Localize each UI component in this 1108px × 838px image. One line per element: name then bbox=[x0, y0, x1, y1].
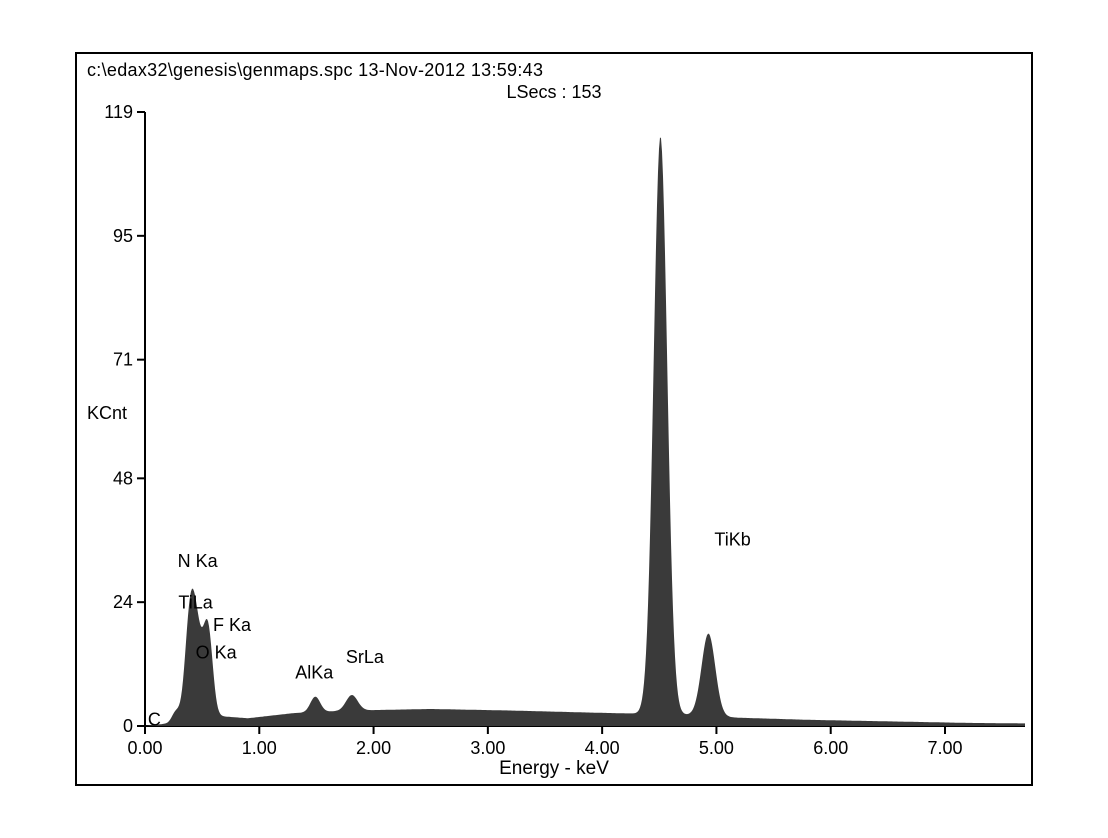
svg-text:7.00: 7.00 bbox=[927, 738, 962, 758]
svg-text:5.00: 5.00 bbox=[699, 738, 734, 758]
peak-label-SrLa: SrLa bbox=[346, 647, 385, 667]
svg-text:1.00: 1.00 bbox=[242, 738, 277, 758]
chart-frame: c:\edax32\genesis\genmaps.spc 13-Nov-201… bbox=[75, 52, 1033, 786]
peak-label-C: C bbox=[148, 710, 161, 730]
x-axis-title: Energy - keV bbox=[77, 758, 1031, 780]
svg-text:0.00: 0.00 bbox=[127, 738, 162, 758]
svg-text:6.00: 6.00 bbox=[813, 738, 848, 758]
svg-text:KCnt: KCnt bbox=[87, 403, 127, 423]
svg-text:119: 119 bbox=[104, 102, 133, 122]
peak-label-AlKa: AlKa bbox=[295, 663, 334, 683]
peak-label-OKa: O Ka bbox=[196, 643, 238, 663]
svg-text:71: 71 bbox=[113, 350, 133, 370]
svg-text:24: 24 bbox=[113, 592, 133, 612]
peak-label-TiLa: TiLa bbox=[178, 592, 213, 612]
svg-text:3.00: 3.00 bbox=[470, 738, 505, 758]
plot-container: c:\edax32\genesis\genmaps.spc 13-Nov-201… bbox=[77, 54, 1031, 784]
peak-label-NKa: N Ka bbox=[178, 551, 219, 571]
spectrum-plot: 0.00 1.00 2.00 3.00 4.00 5.00 6.00 7.00 0 24 48 71 9… bbox=[77, 54, 1031, 784]
peak-label-TiKb: TiKb bbox=[714, 530, 750, 550]
svg-text:0: 0 bbox=[123, 716, 133, 736]
svg-text:2.00: 2.00 bbox=[356, 738, 391, 758]
svg-text:48: 48 bbox=[113, 468, 133, 488]
svg-text:95: 95 bbox=[113, 226, 133, 246]
svg-text:4.00: 4.00 bbox=[585, 738, 620, 758]
peak-label-FKa: F Ka bbox=[213, 615, 252, 635]
